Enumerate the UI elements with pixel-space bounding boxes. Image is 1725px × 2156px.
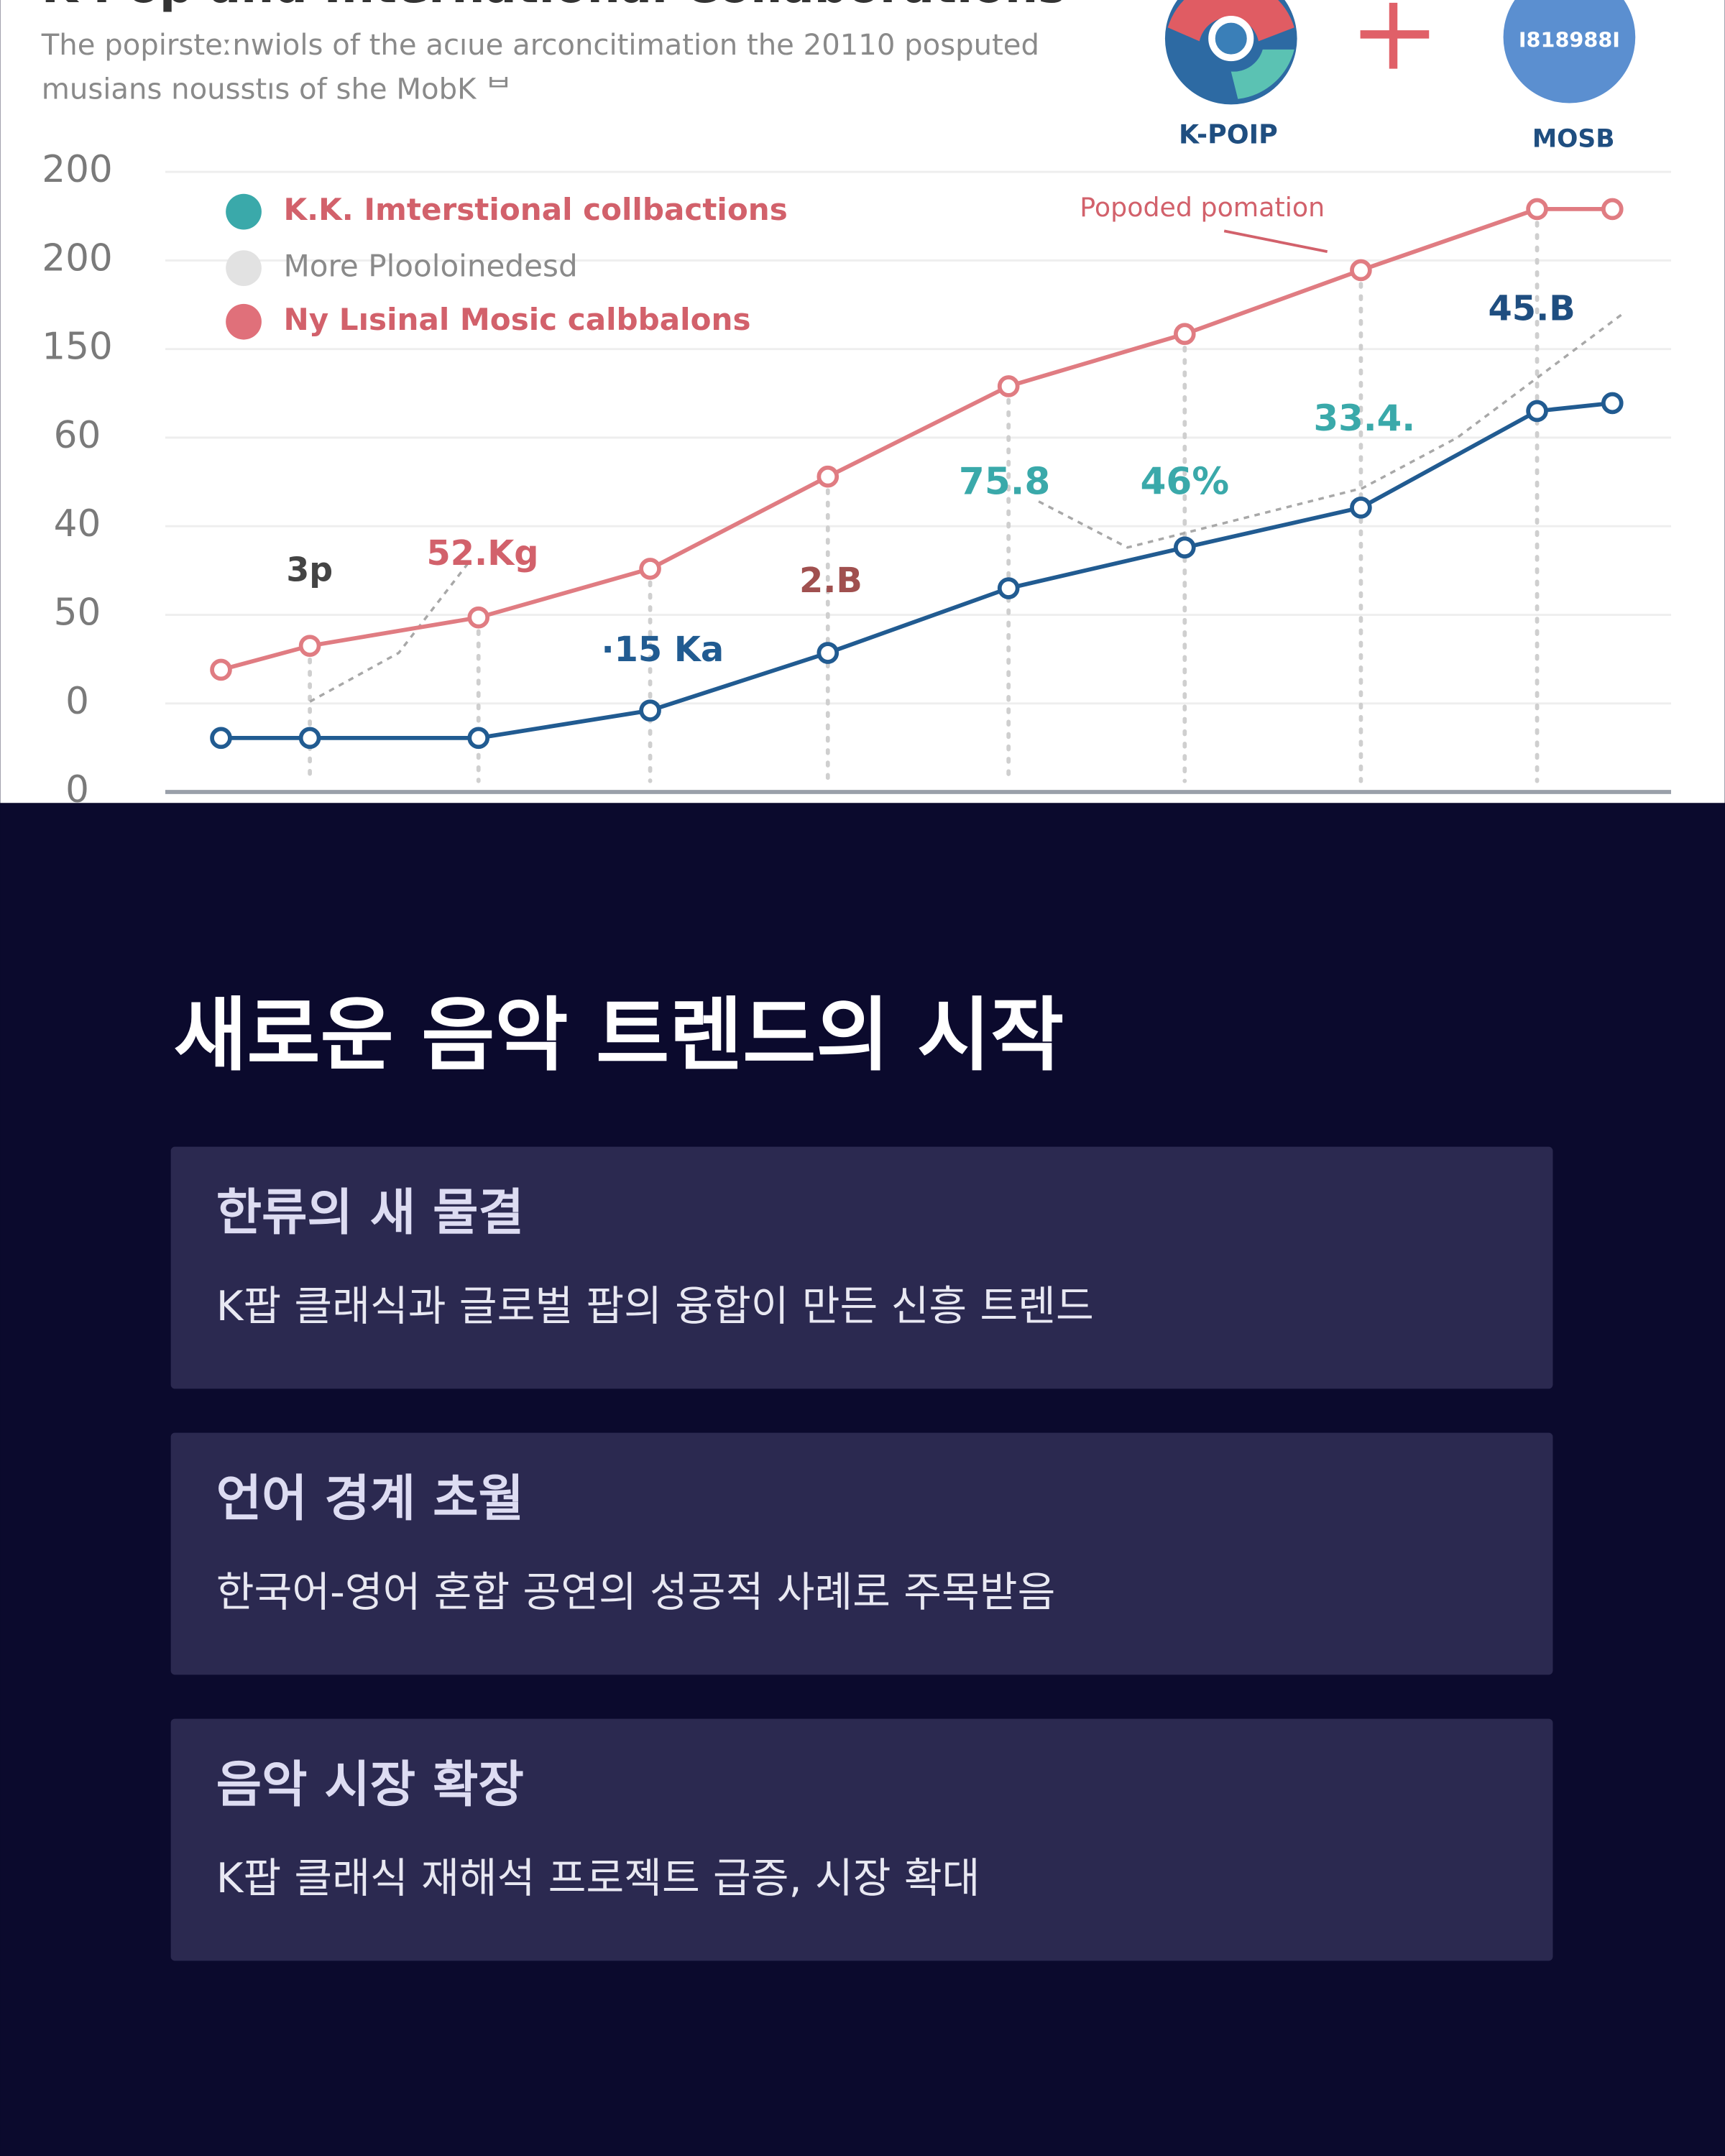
card-title: 한류의 새 물결 — [216, 1184, 524, 1241]
data-point — [467, 606, 490, 629]
legend-swatch — [226, 250, 262, 286]
data-point — [1526, 400, 1548, 423]
header-subtitle: The popirsteːnwiols of the acıue arconci… — [41, 29, 1039, 62]
y-tick-label: 150 — [42, 326, 113, 369]
card — [170, 1718, 1553, 1961]
data-point — [210, 727, 232, 750]
data-point — [1526, 198, 1548, 221]
logo-badge: I818988I — [1519, 27, 1620, 52]
logo-label: MOSB — [1532, 125, 1615, 154]
logo-arc — [1167, 0, 1294, 42]
y-tick-label: 40 — [54, 502, 101, 545]
data-point — [639, 558, 661, 580]
y-tick-label: 200 — [42, 236, 113, 280]
header-subtitle: musians nousstıs of she MobK ᄇ — [42, 73, 512, 106]
data-point — [1350, 497, 1372, 519]
plus-icon — [1360, 2, 1430, 69]
logo-label: K-POIP — [1179, 119, 1278, 149]
annotation: 52.Kg — [426, 534, 538, 573]
data-point — [816, 465, 840, 488]
card-text: K팝 클래식 재해석 프로젝트 급증, 시장 확대 — [216, 1854, 980, 1902]
y-tick-label: 60 — [54, 414, 101, 457]
legend-swatch — [226, 193, 262, 230]
y-tick-label: 0 — [65, 680, 89, 723]
card — [170, 1432, 1553, 1675]
mosb-logo — [1503, 0, 1636, 103]
annotation: ·15 Ka — [601, 630, 724, 670]
data-point — [298, 727, 321, 750]
data-point — [1174, 323, 1196, 346]
legend-label: Ny Lısinal Mosic calbbalons — [284, 302, 751, 337]
legend-label: K.K. Imterstional collbactions — [284, 192, 788, 227]
data-point — [816, 642, 840, 664]
data-point — [997, 577, 1020, 599]
annotation: 75.8 — [959, 460, 1050, 503]
chart-background — [0, 0, 1725, 803]
section-heading: 새로운 음악 트렌드의 시작 — [173, 990, 1064, 1082]
data-point — [298, 635, 321, 657]
data-point — [1350, 259, 1372, 282]
series-line — [220, 207, 1613, 672]
y-tick-label: 50 — [54, 591, 101, 635]
data-point — [639, 699, 661, 722]
y-tick-label: 0 — [65, 768, 89, 811]
header-title: K-Pop and International Collaborations — [42, 0, 1066, 14]
data-point — [1174, 536, 1196, 559]
annotation: 46% — [1140, 460, 1229, 503]
series-line — [221, 401, 1613, 740]
annotation: 3p — [286, 550, 333, 589]
annotation: 33.4. — [1314, 397, 1416, 439]
card-text: K팝 클래식과 글로벌 팝의 융합이 만든 신흥 트렌드 — [216, 1282, 1094, 1330]
card-title: 음악 시장 확장 — [216, 1756, 524, 1813]
annotation: 2.B — [799, 561, 862, 601]
series-line — [309, 313, 1624, 703]
card — [170, 1146, 1553, 1389]
y-tick-label: 200 — [42, 148, 113, 191]
card-text: 한국어-영어 혼합 공연의 성공적 사례로 주목받음 — [216, 1568, 1056, 1616]
data-point — [997, 375, 1020, 397]
annotation: 45.B — [1489, 289, 1576, 328]
card-title: 언어 경계 초월 — [216, 1470, 524, 1527]
data-point — [1601, 198, 1624, 221]
data-point — [210, 658, 232, 681]
annotation-pointer — [1223, 229, 1328, 254]
logo-arc — [1230, 49, 1294, 99]
data-point — [467, 727, 490, 750]
legend-swatch — [226, 303, 262, 340]
data-point — [1601, 392, 1624, 415]
annotation: Popoded pomation — [1080, 192, 1325, 223]
logo-core — [1208, 16, 1254, 62]
legend-label: More Plooloinedesd — [284, 249, 578, 284]
kpop-logo — [1164, 0, 1297, 105]
